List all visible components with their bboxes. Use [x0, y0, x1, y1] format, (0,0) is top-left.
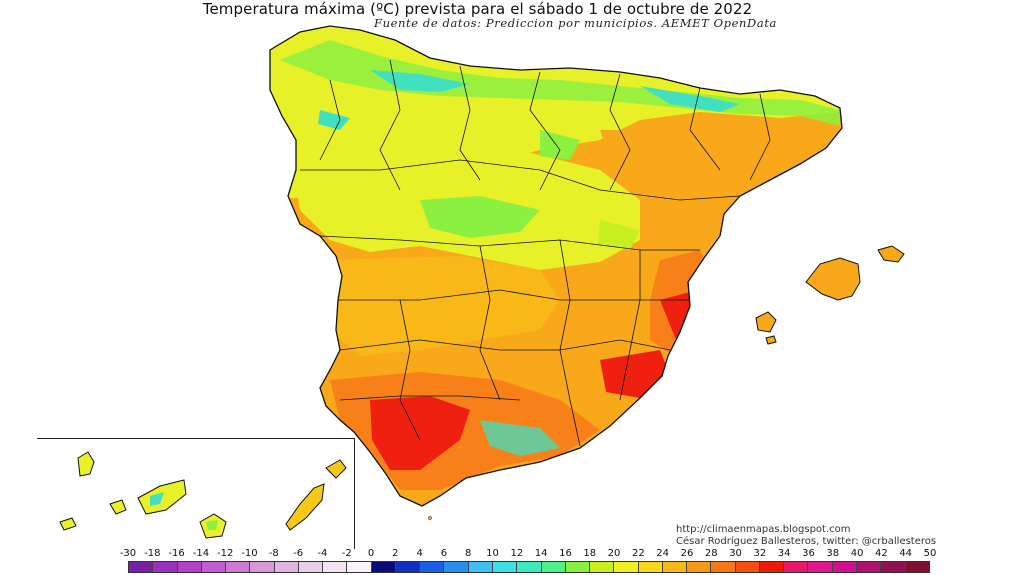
legend-swatch	[638, 562, 663, 572]
legend-swatch	[323, 562, 348, 572]
gran-canaria-green-patch	[206, 520, 218, 530]
legend-swatch	[614, 562, 639, 572]
peninsula-outline	[269, 25, 843, 507]
legend-tick-label: 50	[923, 548, 937, 559]
legend-tick-label: 30	[729, 548, 742, 559]
legend-tick-label: 12	[510, 548, 524, 559]
legend-swatch	[711, 562, 736, 572]
legend-tick-label: 14	[534, 548, 548, 559]
legend-swatch	[371, 562, 396, 572]
legend-tick-label: -12	[217, 548, 234, 559]
legend-swatch	[153, 562, 178, 572]
map-title: Temperatura máxima (ºC) prevista para el…	[202, 0, 753, 18]
legend-swatch	[492, 562, 518, 572]
legend-tick-label: 4	[416, 548, 423, 559]
pyrenees-cyan-patch	[640, 86, 740, 112]
legend-swatch	[517, 562, 542, 572]
legend-swatch	[420, 562, 445, 572]
legend-swatch	[759, 562, 785, 572]
legend-tick-label: -6	[293, 548, 304, 559]
legend-tick-label: 16	[559, 548, 572, 559]
ibiza-island	[755, 311, 777, 333]
legend-swatch	[808, 562, 833, 572]
legend-tick-label: -16	[168, 548, 185, 559]
legend-swatch	[177, 562, 202, 572]
legend-swatch	[468, 562, 493, 572]
legend-swatch	[274, 562, 299, 572]
ceuta-dot	[428, 516, 432, 520]
legend-swatch	[881, 562, 906, 572]
menorca-island	[877, 245, 905, 263]
legend-swatch	[590, 562, 615, 572]
la-gomera-island	[109, 499, 127, 515]
legend-color-bar	[128, 561, 930, 573]
legend-tick-label: -2	[341, 548, 352, 559]
fuerteventura-island	[285, 483, 325, 531]
legend-swatch	[298, 562, 324, 572]
legend-tick-label: -14	[192, 548, 210, 559]
iberian-green-patch	[540, 130, 580, 160]
legend-swatch	[735, 562, 760, 572]
el-hierro-island	[59, 517, 77, 531]
legend-tick-label: 38	[826, 548, 840, 559]
legend-tick-label: 34	[777, 548, 791, 559]
legend-tick-label: 20	[607, 548, 621, 559]
formentera-island	[765, 335, 777, 345]
legend-tick-label: 6	[440, 548, 448, 559]
legend-tick-label: -30	[119, 548, 137, 559]
credit-author: César Rodríguez Ballesteros, twitter: @c…	[676, 536, 937, 547]
legend-swatch	[226, 562, 251, 572]
legend-swatch	[347, 562, 372, 572]
legend-tick-label: 8	[465, 548, 472, 559]
legend-tick-label: 0	[367, 548, 375, 559]
iberian-south-green	[598, 220, 640, 250]
legend-tick-labels: -30 -18 -16 -14 -12 -10 -8 -6 -4 -2 0 2 4 6 8 10 12 14 16 1…	[0, 548, 1024, 560]
teide-cyan-patch	[150, 492, 164, 506]
legend-tick-label: -10	[241, 548, 258, 559]
legend-tick-label: 36	[802, 548, 815, 559]
legend-tick-label: 2	[392, 548, 399, 559]
legend-tick-label: 28	[704, 548, 718, 559]
mallorca-island	[805, 257, 861, 301]
ebro-valley-orange	[600, 130, 760, 196]
legend-tick-label: 24	[656, 548, 670, 559]
legend-swatch	[856, 562, 882, 572]
legend-tick-label: -8	[268, 548, 279, 559]
legend-tick-label: 42	[875, 548, 888, 559]
legend-swatch	[565, 562, 591, 572]
galicia-cyan-patch	[318, 110, 350, 130]
southwest-light-orange	[330, 256, 560, 356]
legend-tick-label: 26	[680, 548, 694, 559]
legend-tick-label: 32	[753, 548, 767, 559]
central-system-green	[420, 196, 540, 238]
legend-swatch	[250, 562, 275, 572]
legend-swatch	[784, 562, 809, 572]
province-boundaries	[300, 59, 771, 447]
guadalquivir-red-patch	[370, 396, 470, 470]
credit-url: http://climaenmapas.blogspot.com	[676, 524, 851, 535]
legend-swatch	[687, 562, 712, 572]
legend-tick-label: 40	[850, 548, 864, 559]
legend-tick-label: 18	[583, 548, 597, 559]
sierra-nevada-cyan	[480, 420, 560, 456]
legend-tick-label: 10	[486, 548, 499, 559]
la-palma-island	[77, 451, 95, 477]
canary-inset-frame	[37, 438, 355, 549]
legend-tick-label: 44	[899, 548, 913, 559]
legend-tick-label: -18	[144, 548, 161, 559]
lanzarote-island	[325, 459, 347, 479]
legend-swatch	[444, 562, 469, 572]
legend-tick-label: -4	[317, 548, 328, 559]
legend-tick-label: 22	[631, 548, 645, 559]
legend-swatch	[541, 562, 566, 572]
legend-swatch	[129, 562, 154, 572]
legend-swatch	[395, 562, 421, 572]
legend-swatch	[201, 562, 227, 572]
legend-swatch	[832, 562, 857, 572]
legend-swatch	[662, 562, 688, 572]
map-subtitle: Fuente de datos: Prediccion por municipi…	[374, 16, 778, 30]
legend-swatch	[905, 562, 929, 572]
